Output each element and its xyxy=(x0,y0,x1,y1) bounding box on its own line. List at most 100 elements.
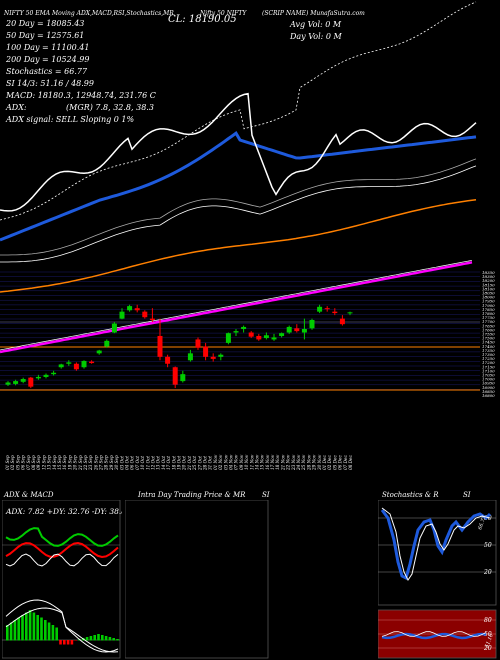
header-symbol-line: NIFTY 50 EMA Moving ADX,MACD,RSI,Stochas… xyxy=(4,10,174,17)
price-close-line xyxy=(0,92,477,212)
price-tick-label: 17150 xyxy=(482,364,495,369)
date-tick-label: 11 Nov xyxy=(249,454,254,470)
date-tick-label: 20 Sep xyxy=(73,455,78,471)
macd-histogram-bar xyxy=(40,617,43,641)
candle-body xyxy=(279,333,285,336)
date-tick-label: 04 Nov xyxy=(228,454,233,470)
candle-body xyxy=(225,333,231,343)
header-adx-values: (MGR) 7.8, 32.8, 38.3 xyxy=(66,103,154,112)
price-tick-label: 17600 xyxy=(482,327,495,332)
stoch-level-label: 20 xyxy=(483,569,492,576)
macd-histogram-bar xyxy=(13,620,17,641)
macd-histogram-bar xyxy=(59,640,62,645)
date-tick-label: 23 Sep xyxy=(88,455,93,471)
date-tick-label: 13 Sep xyxy=(47,455,52,470)
macd-histogram-bar xyxy=(89,636,93,641)
date-tick-label: 07 Dec xyxy=(343,455,348,470)
date-tick-label: 28 Oct xyxy=(202,456,207,471)
candle-body xyxy=(256,335,262,340)
macd-histogram-bar xyxy=(32,612,36,641)
date-tick-label: 28 Sep xyxy=(104,455,109,471)
date-tick-label: 02 Dec xyxy=(327,455,332,470)
adx-macd-panel: ADX: 7.82 +DY: 32.76 -DY: 38.82 xyxy=(2,500,122,659)
macd-histogram-bar xyxy=(93,635,96,641)
date-tick-label: 22 Nov xyxy=(286,454,291,471)
candle-body xyxy=(134,308,140,311)
price-tick-label: 17650 xyxy=(482,323,495,328)
macd-histogram-bar xyxy=(36,615,39,641)
date-tick-label: 14 Oct xyxy=(161,456,166,470)
macd-histogram-bar xyxy=(9,622,13,641)
macd-histogram-bar xyxy=(66,640,70,645)
price-tick-label: 16850 xyxy=(482,389,495,394)
candle-body xyxy=(89,361,95,364)
price-tick-label: 17900 xyxy=(482,303,495,308)
macd-histogram-bar xyxy=(74,640,77,641)
date-tick-label: 06 Dec xyxy=(338,455,343,470)
candle-body xyxy=(347,312,353,314)
candle-body xyxy=(317,306,323,312)
date-tick-label: 06 Sep xyxy=(21,455,26,470)
header-vendor: (SCRIP NAME) MunafaSutra.com xyxy=(262,10,365,17)
macd-line xyxy=(5,599,119,653)
price-tick-label: 17700 xyxy=(482,319,495,324)
macd-histogram-bar xyxy=(112,638,115,641)
stoch-panel-si: SI xyxy=(463,491,471,499)
price-tick-label: 17400 xyxy=(482,344,495,349)
ema20-line xyxy=(0,131,477,242)
date-tick-label: 21 Nov xyxy=(280,454,285,471)
macd-histogram-bar xyxy=(97,634,100,641)
candle-body xyxy=(111,323,117,333)
price-tick-label: 17000 xyxy=(482,377,495,382)
macd-histogram-bar xyxy=(55,627,58,641)
rsi-signal-line xyxy=(381,631,487,637)
header-symbol-line-right: Nifty 50 NIFTY xyxy=(200,10,247,17)
date-tick-label: 01 Dec xyxy=(322,455,327,470)
header-close-label: CL: 18190.05 xyxy=(168,14,237,25)
date-tick-label: 02 Nov xyxy=(218,454,223,470)
candle-body xyxy=(187,353,193,361)
date-tick-label: 08 Dec xyxy=(348,455,353,470)
candle-body xyxy=(210,356,216,359)
date-tick-label: 30 Nov xyxy=(317,454,322,470)
price-tick-label: 18350 xyxy=(482,270,495,275)
date-tick-label: 06 Oct xyxy=(130,456,135,470)
price-tick-label: 17350 xyxy=(482,348,495,353)
price-tick-label: 17200 xyxy=(482,360,495,365)
date-tick-label: 28 Nov xyxy=(306,454,311,471)
date-tick-label: 14 Nov xyxy=(254,454,259,470)
header-ema100: 100 Day = 11100.41 xyxy=(6,43,90,52)
candle-body xyxy=(241,326,247,330)
candle-body xyxy=(157,335,163,357)
price-tick-label: 18200 xyxy=(482,278,495,283)
stoch-k-line xyxy=(380,509,492,581)
price-tick-label: 17950 xyxy=(482,299,495,304)
macd-histogram-bar xyxy=(47,622,51,641)
date-tick-label: 16 Nov xyxy=(265,454,270,470)
candle-body xyxy=(324,308,330,310)
stoch-value-label: 66.77 xyxy=(477,514,488,530)
date-tick-label: 27 Oct xyxy=(197,456,202,471)
date-tick-label: 29 Sep xyxy=(109,455,114,471)
date-tick-label: 07 Sep xyxy=(26,455,31,470)
intraday-panel-si: SI xyxy=(262,491,270,499)
stoch-d-line xyxy=(381,507,491,581)
rsi-line xyxy=(381,632,487,640)
price-tick-label: 17450 xyxy=(482,340,495,345)
ema200-line xyxy=(0,198,477,293)
stoch-panel-title: Stochastics & R xyxy=(382,491,439,499)
macd-signal-line xyxy=(5,607,119,653)
stoch-level-label: 50 xyxy=(484,542,492,549)
date-tick-label: 01 Sep xyxy=(5,455,10,470)
macd-histogram-bar xyxy=(108,637,112,641)
date-tick-label: 01 Nov xyxy=(213,454,218,470)
candle-body xyxy=(248,332,254,337)
date-tick-label: 13 Oct xyxy=(156,456,161,470)
rsi-level-label: 50 xyxy=(484,631,492,638)
macd-histogram-bar xyxy=(17,617,20,641)
macd-histogram-bar xyxy=(51,625,55,641)
candle-body xyxy=(301,329,307,333)
date-tick-label: 03 Nov xyxy=(223,454,228,470)
date-tick-label: 08 Sep xyxy=(31,455,36,470)
